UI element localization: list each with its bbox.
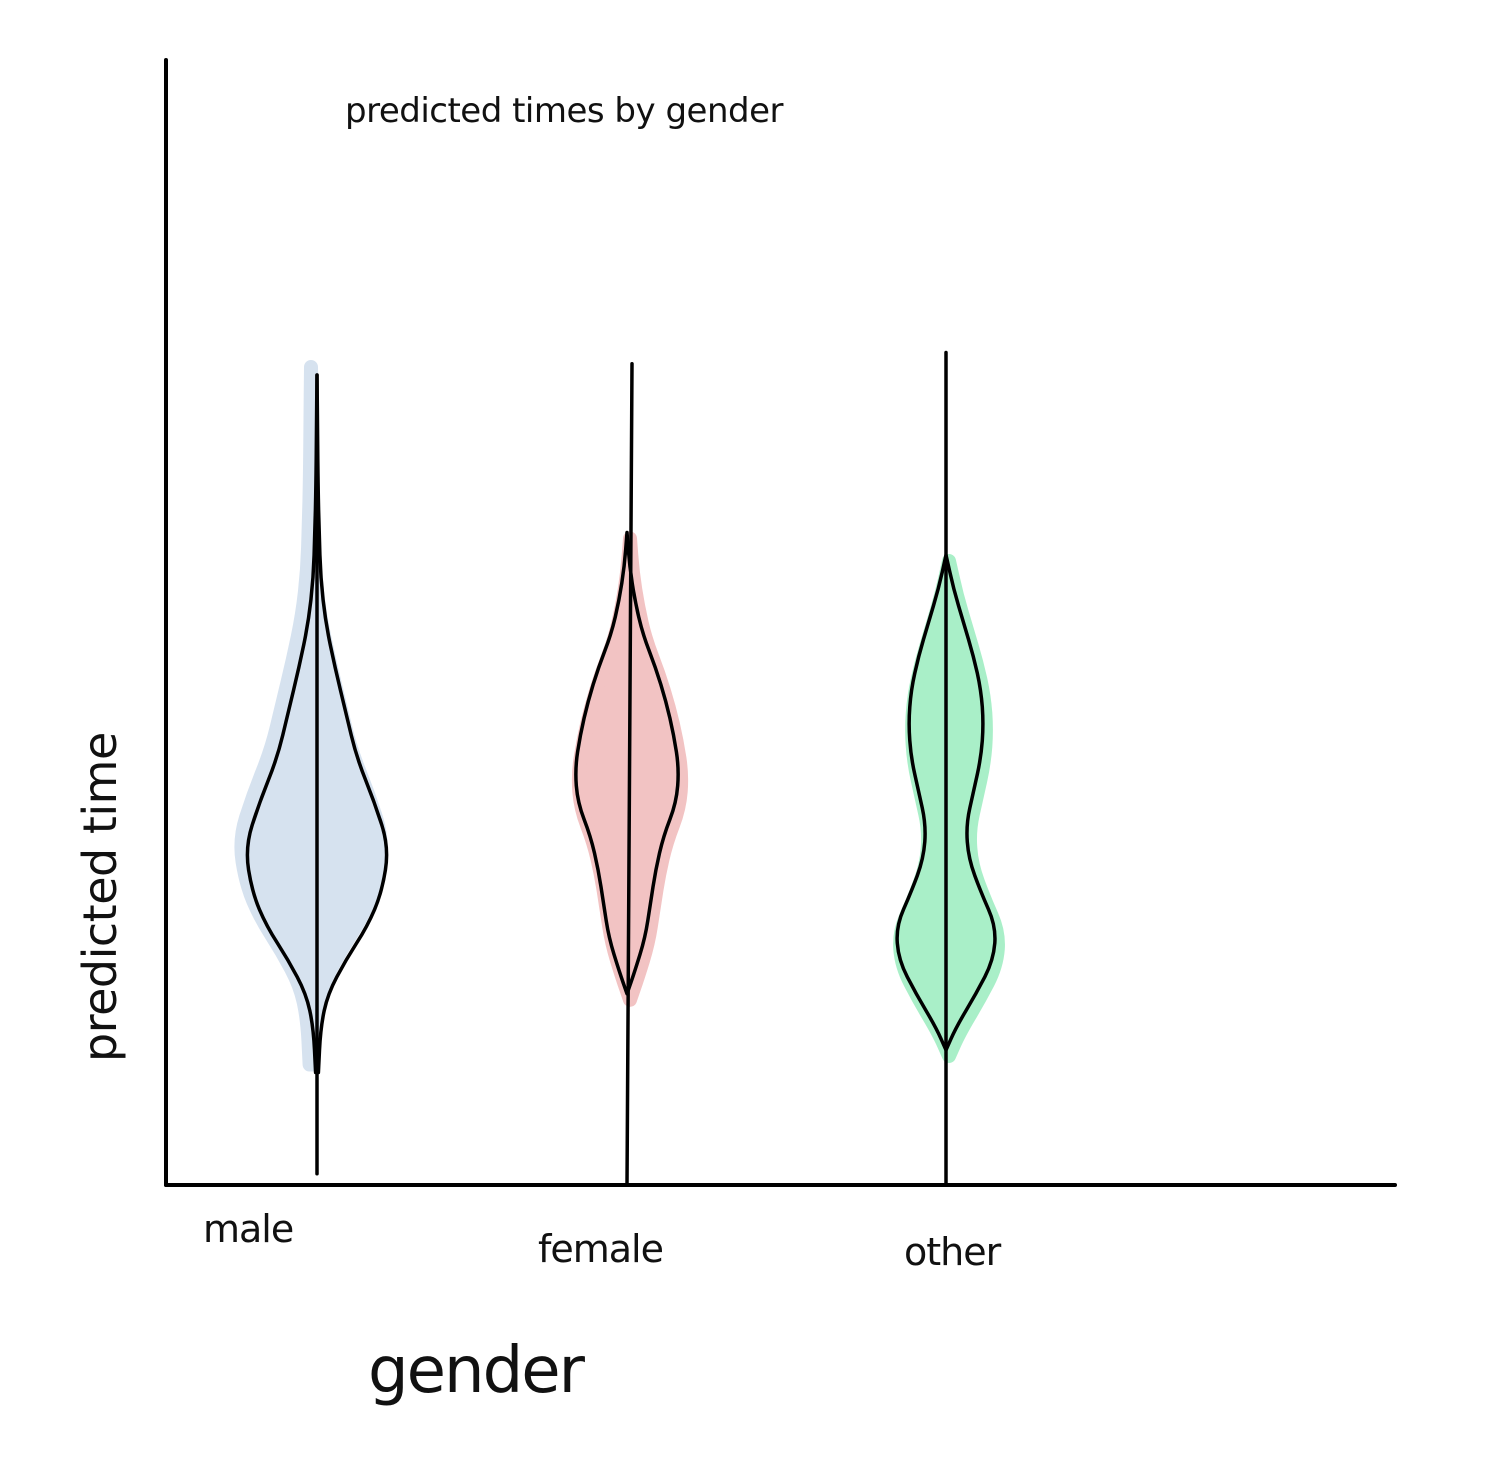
whisker-female	[625, 362, 634, 1187]
x-tick-label-female: female	[538, 1227, 663, 1271]
x-axis-label: gender	[368, 1334, 586, 1408]
x-tick-labels: male female other	[203, 1207, 1003, 1274]
y-axis-label: predicted time	[73, 732, 127, 1062]
x-tick-label-other: other	[904, 1230, 1002, 1274]
violin-fill-male	[234, 360, 388, 1072]
violin-group	[234, 350, 1005, 1187]
violin-outline-female	[574, 530, 680, 996]
x-tick-label-male: male	[203, 1207, 293, 1251]
chart-title: predicted times by gender	[345, 91, 783, 131]
